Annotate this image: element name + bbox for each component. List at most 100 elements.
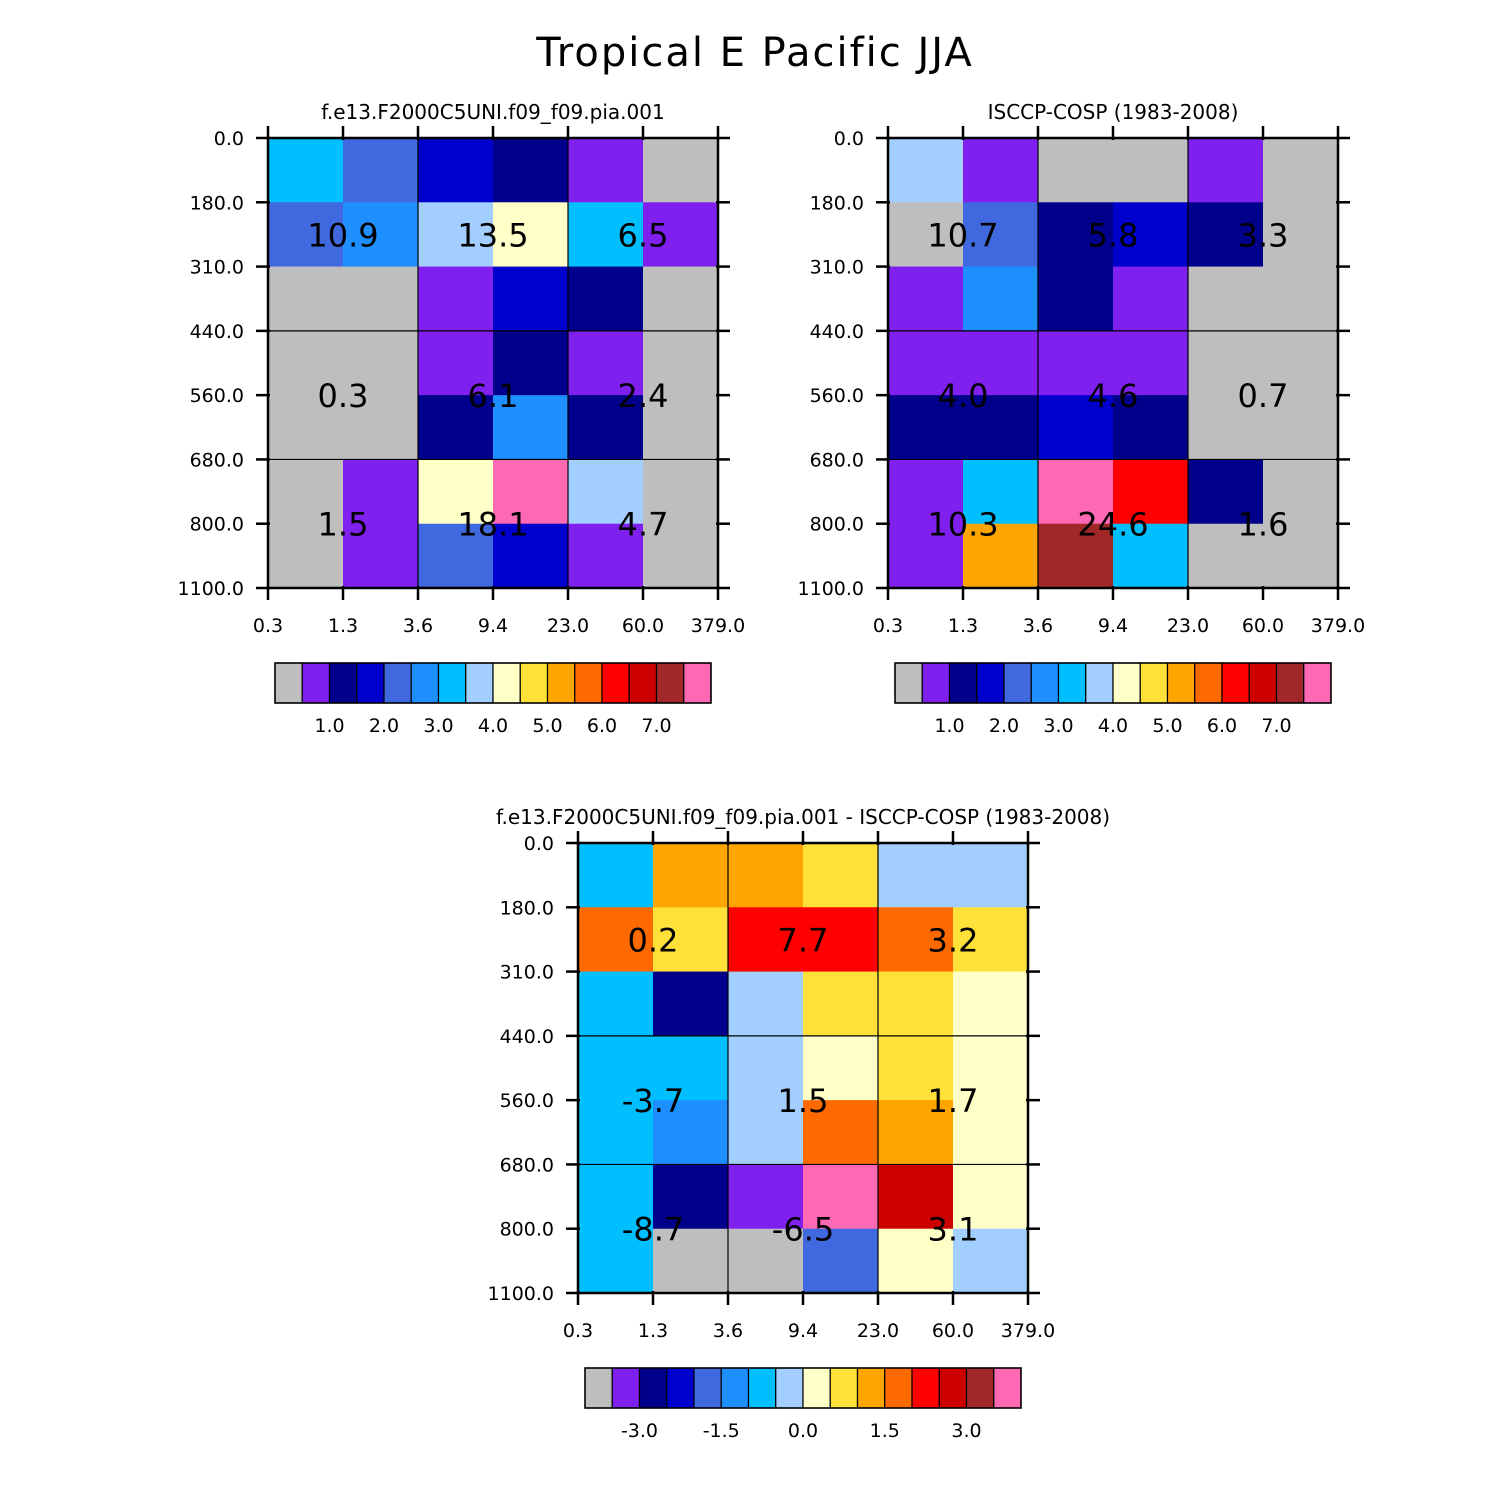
heatmap-cell: [568, 395, 644, 460]
colorbar-swatch: [948, 662, 978, 704]
block-value-label: 1.6: [1238, 506, 1289, 544]
heatmap-cell: [963, 395, 1039, 460]
x-tick-label: 1.3: [948, 615, 978, 637]
heatmap-cell: [1113, 330, 1189, 396]
heatmap-cell: [878, 971, 954, 1037]
x-tick-label: 3.6: [1023, 615, 1053, 637]
heatmap-cell: [963, 266, 1039, 332]
block-value-label: 4.0: [938, 377, 989, 415]
heatmap-cell: [578, 843, 654, 908]
heatmap-cell: [963, 138, 1039, 203]
y-tick-label: 180.0: [810, 192, 864, 214]
colorbar-label: 7.0: [641, 715, 671, 737]
block-value-label: 2.4: [618, 377, 669, 415]
y-tick-label: 440.0: [810, 321, 864, 343]
heatmap-cell: [643, 330, 719, 396]
heatmap-cell: [268, 395, 344, 460]
heatmap-cell: [888, 395, 964, 460]
colorbar-swatch: [301, 662, 331, 704]
heatmap-cell: [803, 1100, 879, 1165]
heatmap-cell: [1113, 266, 1189, 332]
heatmap-cell: [643, 459, 719, 525]
heatmap-cell: [343, 523, 419, 589]
y-tick-label: 180.0: [500, 897, 554, 919]
heatmap-cell: [653, 971, 729, 1037]
colorbar-label: 7.0: [1261, 715, 1291, 737]
heatmap-cell: [643, 202, 719, 268]
block-value-label: 13.5: [457, 216, 528, 254]
colorbar-label: 3.0: [1043, 715, 1073, 737]
block-value-label: 10.7: [927, 216, 998, 254]
x-tick-label: 379.0: [1001, 1320, 1055, 1342]
colorbar-swatch: [410, 662, 440, 704]
heatmap-cell: [878, 843, 954, 908]
x-tick-label: 0.3: [873, 615, 903, 637]
block-value-label: 18.1: [457, 506, 528, 544]
heatmap-cell: [343, 266, 419, 332]
colorbar-swatch: [437, 662, 467, 704]
colorbar-swatch: [965, 1367, 995, 1409]
colorbar: -3.0 -1.5 0.0 1.5 3.0: [584, 1367, 1022, 1442]
colorbar-swatch: [465, 662, 494, 704]
figure-title: Tropical E Pacific JJA: [535, 30, 974, 76]
heatmap-cell: [728, 1228, 804, 1294]
heatmap-cell: [493, 523, 569, 589]
x-tick-label: 23.0: [857, 1320, 899, 1342]
heatmap-cell: [1188, 330, 1264, 396]
block-value-label: 1.5: [318, 506, 369, 544]
block-value-label: 6.1: [468, 377, 519, 415]
colorbar-swatch: [584, 1367, 613, 1409]
y-tick-label: 680.0: [500, 1154, 554, 1176]
colorbar-swatch: [894, 662, 923, 704]
colorbar-swatch: [1275, 662, 1305, 704]
block-value-label: 1.5: [778, 1082, 829, 1120]
heatmap-cell: [803, 1228, 879, 1294]
heatmap-cell: [493, 138, 569, 203]
colorbar-swatch: [1112, 662, 1141, 704]
heatmap-cell: [578, 907, 654, 973]
x-tick-label: 379.0: [691, 615, 745, 637]
heatmap-cell: [803, 1164, 879, 1230]
heatmap-cell: [493, 330, 569, 396]
heatmap-cell: [578, 971, 654, 1037]
block-value-label: -3.7: [622, 1082, 684, 1120]
block-value-label: -6.5: [772, 1211, 834, 1249]
heatmap-cell: [418, 138, 494, 203]
block-value-label: 0.2: [628, 921, 679, 959]
y-tick-label: 800.0: [190, 514, 244, 536]
heatmap-cell: [963, 523, 1039, 589]
colorbar-label: -3.0: [621, 1420, 658, 1442]
y-tick-label: 560.0: [190, 385, 244, 407]
heatmap-cell: [1113, 138, 1189, 203]
y-tick-label: 440.0: [190, 321, 244, 343]
heatmap-cell: [578, 1100, 654, 1165]
heatmap-cell: [878, 1228, 954, 1294]
heatmap-cell: [1188, 202, 1264, 268]
heatmap-cell: [1038, 395, 1114, 460]
colorbar-swatch: [546, 662, 576, 704]
colorbar-swatch: [383, 662, 412, 704]
heatmap-cell: [343, 459, 419, 525]
heatmap-cell: [888, 330, 964, 396]
colorbar-swatch: [519, 662, 549, 704]
heatmap-cell: [1263, 330, 1339, 396]
colorbar-label: 4.0: [1098, 715, 1128, 737]
colorbar-swatch: [1085, 662, 1114, 704]
heatmap-cell: [1038, 459, 1114, 525]
heatmap-cell: [418, 266, 494, 332]
y-tick-label: 0.0: [214, 128, 244, 150]
heatmap-cell: [888, 459, 964, 525]
heatmap-cell: [953, 1228, 1029, 1294]
colorbar-label: 1.0: [314, 715, 344, 737]
heatmap-cell: [653, 1035, 729, 1101]
colorbar: 1.0 2.0 3.0 4.0 5.0 6.0 7.0: [894, 662, 1332, 737]
x-tick-label: 0.3: [253, 615, 283, 637]
heatmap-cell: [728, 1164, 804, 1230]
colorbar-swatch: [1248, 662, 1278, 704]
colorbar-label: 3.0: [423, 715, 453, 737]
heatmap-cell: [1263, 202, 1339, 268]
block-value-label: 10.3: [927, 506, 998, 544]
colorbar-swatch: [356, 662, 385, 704]
heatmap-cell: [953, 1100, 1029, 1165]
y-tick-label: 310.0: [500, 962, 554, 984]
